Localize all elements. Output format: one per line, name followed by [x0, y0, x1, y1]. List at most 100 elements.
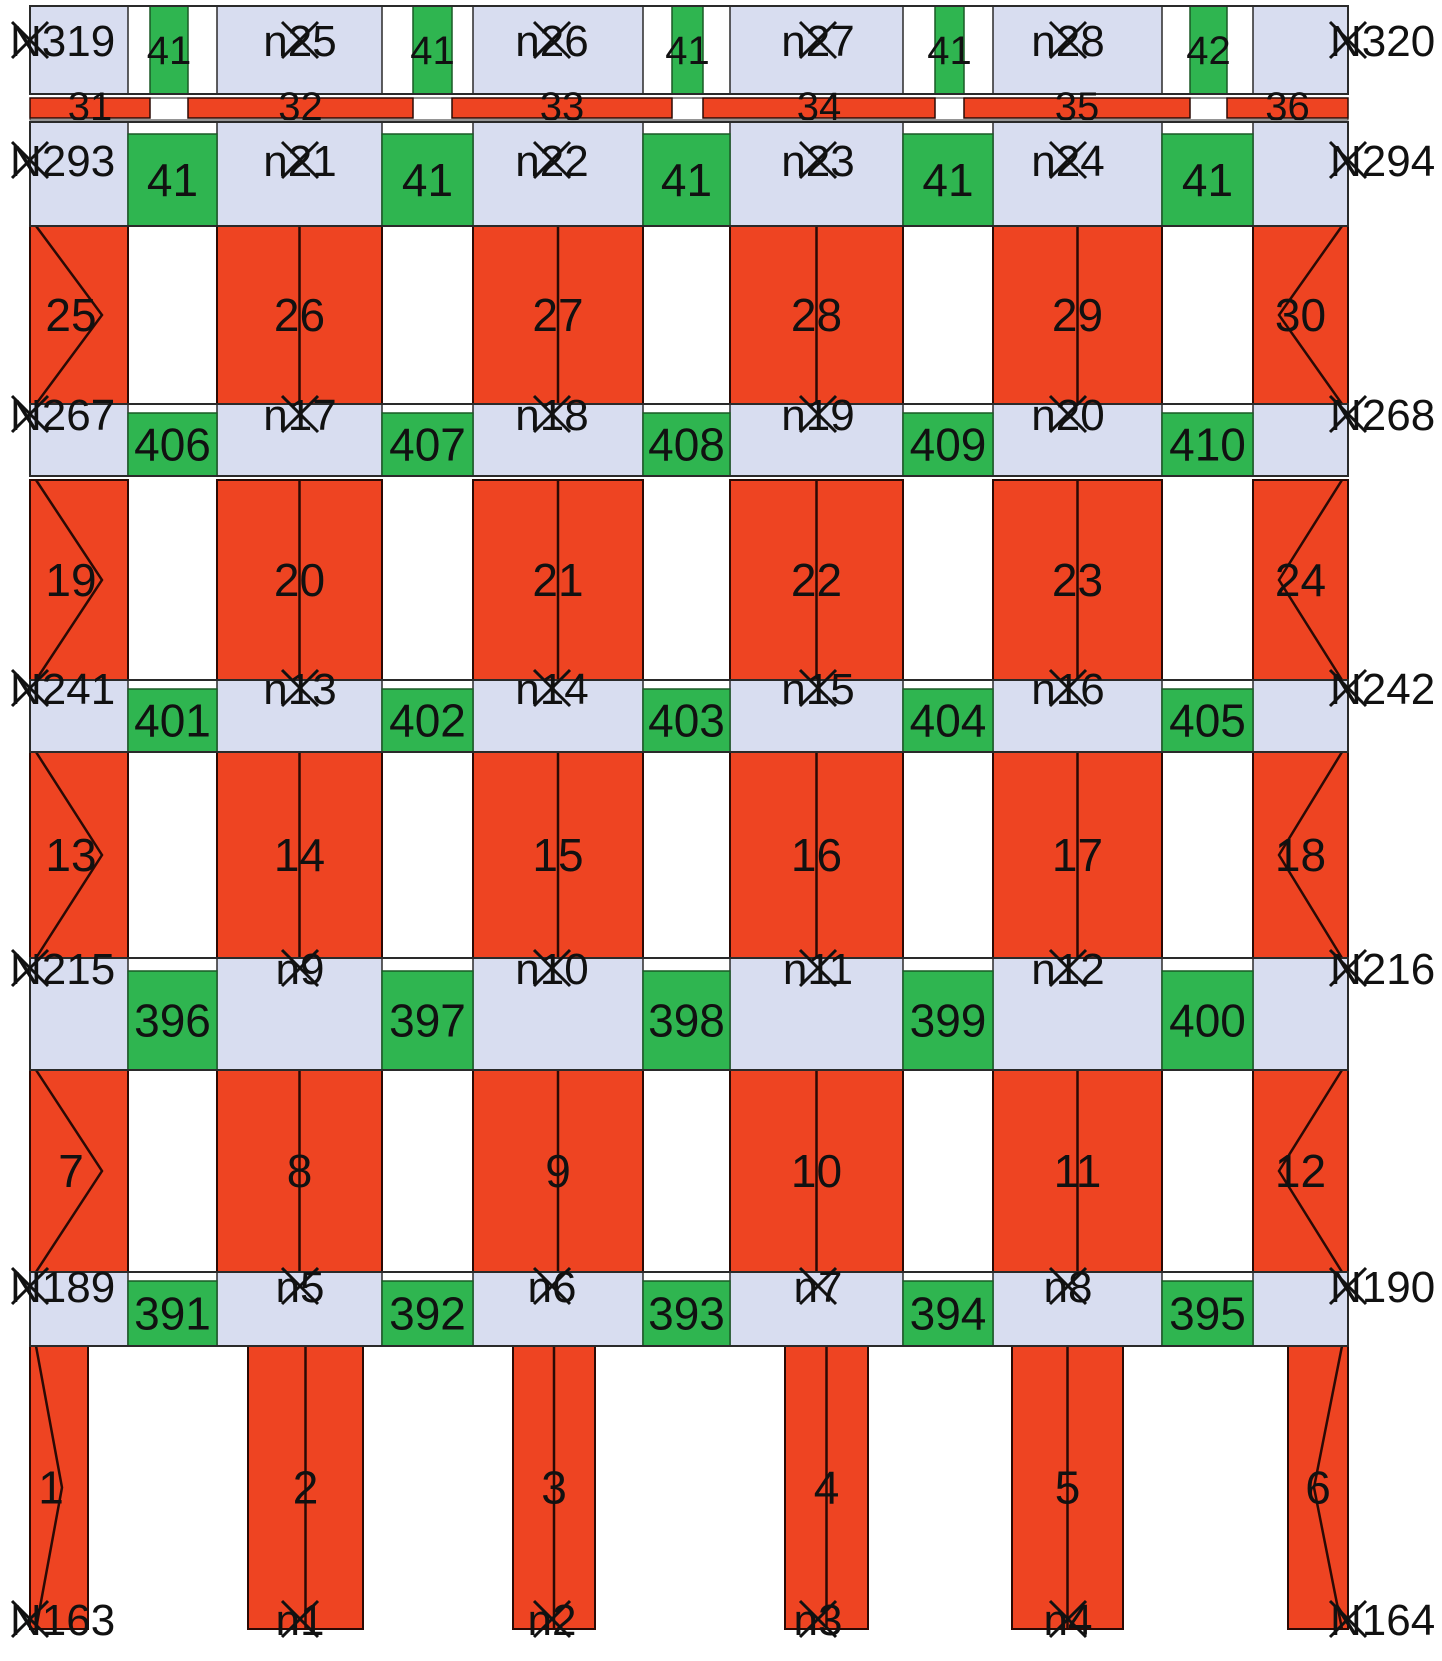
- beam-element: [1161, 133, 1254, 227]
- column-label: 22: [791, 554, 842, 606]
- node-marker: [1048, 394, 1088, 434]
- beam-label: 41: [1182, 154, 1233, 206]
- joint-panel: [472, 5, 644, 95]
- beam-element: [127, 970, 218, 1071]
- node-label: n1: [276, 1596, 325, 1645]
- column-label: 31: [68, 85, 113, 129]
- beam-label: 393: [648, 1288, 725, 1340]
- node-label: N241: [10, 665, 115, 714]
- column-label: 30: [1275, 289, 1326, 341]
- column-label: 21: [532, 554, 583, 606]
- beam-label: 404: [910, 695, 987, 747]
- node-marker: [1048, 948, 1088, 988]
- node-marker: [280, 140, 320, 180]
- node-marker: [280, 20, 320, 60]
- beam-element: [902, 1280, 994, 1347]
- column-label: 11: [1054, 1145, 1102, 1197]
- node-marker: [532, 394, 572, 434]
- column-label: 36: [1265, 85, 1310, 129]
- node-marker: [10, 1599, 50, 1639]
- deformed-shape-line: [1277, 225, 1344, 405]
- beam-element: [381, 133, 474, 227]
- node-marker: [1328, 948, 1368, 988]
- column-label: 33: [540, 85, 585, 129]
- joint-panel: [29, 679, 129, 753]
- node-label: N163: [10, 1596, 115, 1645]
- beam-label: 41: [661, 154, 712, 206]
- beam-element: [381, 1280, 474, 1347]
- beam-element: [1161, 412, 1254, 477]
- deformed-shape-line: [1277, 1069, 1344, 1273]
- column-label: 5: [1055, 1462, 1081, 1514]
- column-label: 28: [791, 289, 842, 341]
- beam-element: [381, 688, 474, 753]
- joint-panel: [472, 1271, 644, 1347]
- joint-panel: [729, 121, 904, 227]
- node-label: n4: [1044, 1596, 1093, 1645]
- beam-label: 41: [402, 154, 453, 206]
- deformed-shape-line: [34, 751, 104, 959]
- node-marker: [798, 140, 838, 180]
- node-label: n16: [1031, 665, 1104, 714]
- node-marker: [280, 394, 320, 434]
- level-outline: [29, 1271, 1349, 1347]
- column-element: [29, 97, 151, 119]
- node-marker: [1328, 394, 1368, 434]
- node-label: n24: [1031, 137, 1104, 186]
- column-element: [1252, 479, 1349, 681]
- beam-label: 41: [922, 154, 973, 206]
- node-marker: [1048, 1599, 1088, 1639]
- beam-label: 41: [147, 154, 198, 206]
- column-label: 12: [1275, 1145, 1326, 1197]
- deformed-shape-line: [1277, 479, 1344, 681]
- node-label: N320: [1330, 17, 1435, 66]
- node-marker: [280, 668, 320, 708]
- column-label: 24: [1275, 554, 1326, 606]
- column-element: [963, 97, 1191, 119]
- beam-label: 41: [410, 29, 455, 73]
- node-label: n6: [528, 1263, 577, 1312]
- column-label: 3: [541, 1462, 567, 1514]
- column-element: [29, 1069, 129, 1273]
- column-label: 13: [45, 829, 96, 881]
- joint-panel: [992, 1271, 1163, 1347]
- beam-label: 406: [134, 419, 211, 471]
- beam-element: [902, 970, 994, 1071]
- column-label: 18: [1275, 829, 1326, 881]
- node-marker: [10, 140, 50, 180]
- node-marker: [798, 948, 838, 988]
- node-marker: [280, 1599, 320, 1639]
- beam-label: 402: [389, 695, 466, 747]
- column-label: 35: [1055, 85, 1100, 129]
- joint-panel: [29, 121, 129, 227]
- node-label: n18: [515, 391, 588, 440]
- node-label: N319: [10, 17, 115, 66]
- node-marker: [798, 20, 838, 60]
- column-label: 14: [274, 829, 325, 881]
- node-marker: [10, 948, 50, 988]
- column-label: 15: [532, 829, 583, 881]
- node-label: n5: [276, 1263, 325, 1312]
- column-label: 32: [278, 85, 323, 129]
- node-marker: [532, 140, 572, 180]
- column-label: 1: [38, 1462, 64, 1514]
- node-label: n13: [263, 665, 336, 714]
- node-marker: [532, 668, 572, 708]
- node-label: N294: [1330, 137, 1435, 186]
- column-element: [29, 479, 129, 681]
- beam-label: 398: [648, 995, 725, 1047]
- node-label: n26: [515, 17, 588, 66]
- node-marker: [1328, 1266, 1368, 1306]
- node-marker: [280, 1266, 320, 1306]
- node-label: n21: [263, 137, 336, 186]
- node-marker: [280, 948, 320, 988]
- node-label: N190: [1330, 1263, 1435, 1312]
- column-label: 19: [45, 554, 96, 606]
- beam-element: [642, 1280, 731, 1347]
- column-label: 17: [1052, 829, 1103, 881]
- beam-label: 408: [648, 419, 725, 471]
- beam-element: [1161, 1280, 1254, 1347]
- node-marker: [532, 20, 572, 60]
- node-marker: [1328, 1599, 1368, 1639]
